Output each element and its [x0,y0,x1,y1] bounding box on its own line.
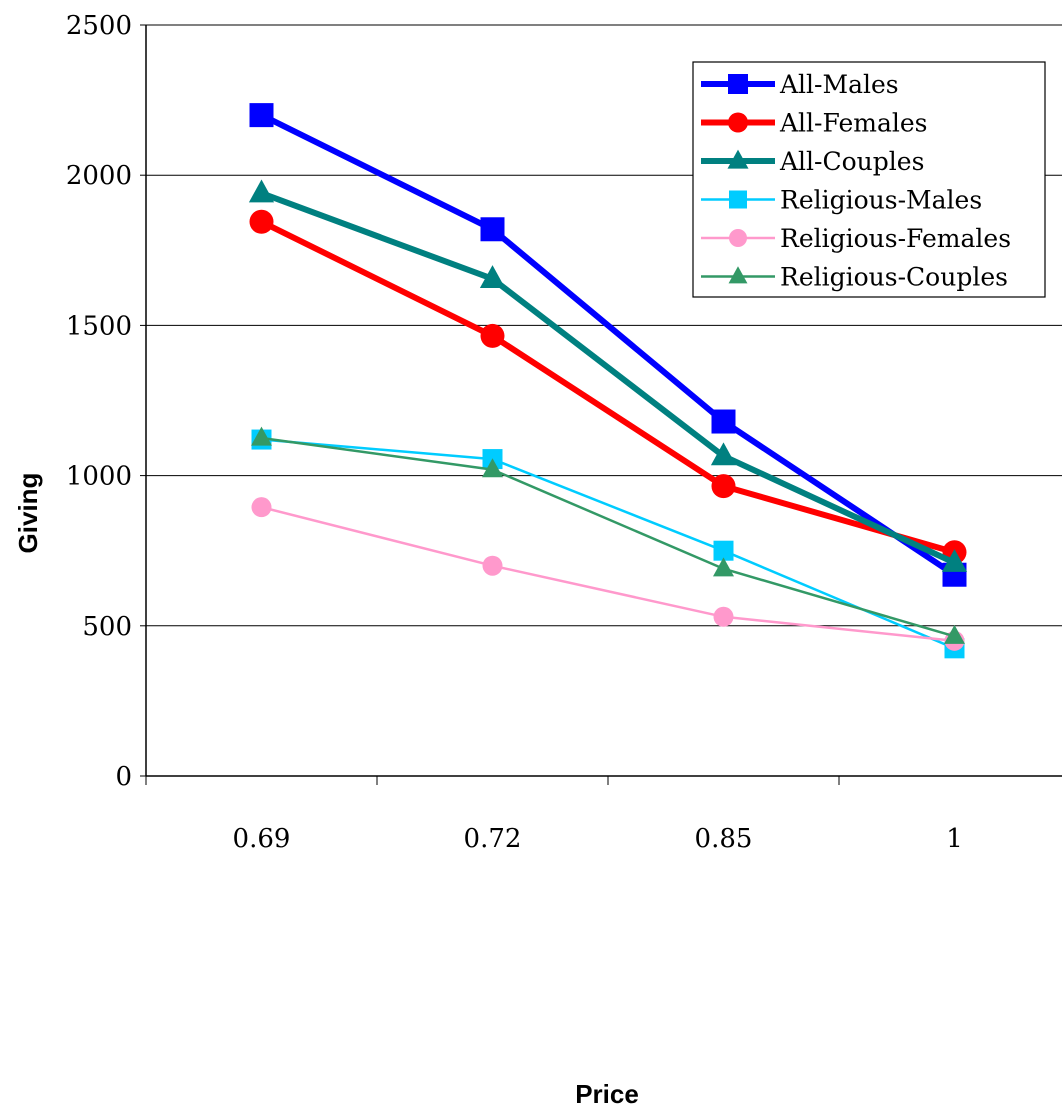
x-axis-title: Price [575,1079,639,1109]
data-point [711,409,736,434]
data-point [713,557,734,577]
data-point [713,540,734,561]
series-layer [248,103,968,659]
axes [140,24,1062,785]
legend-label: All-Males [779,70,899,99]
legend-label: Religious-Couples [780,263,1008,292]
tick-labels: 0 500 1000 1500 2000 2500 0.69 0.72 0.85 1 [66,11,963,854]
data-point [249,209,274,234]
series-line [260,219,956,556]
series-line [260,112,957,578]
series-all-couples [248,179,968,572]
data-point [710,442,737,466]
y-tick-label: 2500 [66,11,132,41]
data-point [482,458,503,478]
data-point [251,426,272,446]
series-all-females [249,209,967,565]
data-point [251,497,272,518]
y-tick-label: 500 [82,612,132,642]
y-tick-label: 1000 [66,462,132,492]
legend-entry: Religious-Females [701,224,1011,253]
y-axis-title: Giving [13,473,43,554]
data-point [480,323,505,348]
legend-entry: All-Couples [701,147,924,176]
data-point [248,179,275,203]
legend-label: Religious-Males [780,186,982,215]
data-point [482,555,503,576]
legend-marker [729,190,747,209]
x-tick-label: 0.72 [464,824,522,854]
x-tick-label: 0.69 [233,824,291,854]
legend-marker [728,74,748,94]
legend-marker [729,229,747,247]
legend-label: Religious-Females [780,224,1011,253]
data-point [249,103,274,128]
legend-label: All-Females [779,109,928,138]
legend-marker [728,112,748,133]
legend-label: All-Couples [779,147,924,176]
legend-marker [728,266,748,284]
legend-entry: All-Males [701,70,899,99]
series-line [261,438,955,650]
data-point [711,474,736,499]
series-religious-males [251,429,965,659]
legend-entry: Religious-Males [701,186,982,215]
series-line [261,505,955,643]
y-tick-label: 0 [115,762,132,792]
legend: All-Males All-Females All-Couples Religious… [692,61,1046,298]
series-line [260,190,956,566]
data-point [479,265,506,288]
y-tick-label: 1500 [66,311,132,341]
x-tick-label: 0.85 [695,824,753,854]
legend-box [692,61,1046,298]
data-point [713,606,734,627]
data-point [944,624,965,644]
legend-marker [727,149,749,169]
series-line [261,436,955,638]
legend-entry: All-Females [701,109,928,138]
legend-entry: Religious-Couples [701,263,1008,292]
x-tick-label: 1 [946,824,963,854]
data-point [941,549,968,572]
y-tick-label: 2000 [66,161,132,191]
series-religious-couples [251,426,965,644]
data-point [480,217,505,242]
series-all-males [249,103,967,587]
